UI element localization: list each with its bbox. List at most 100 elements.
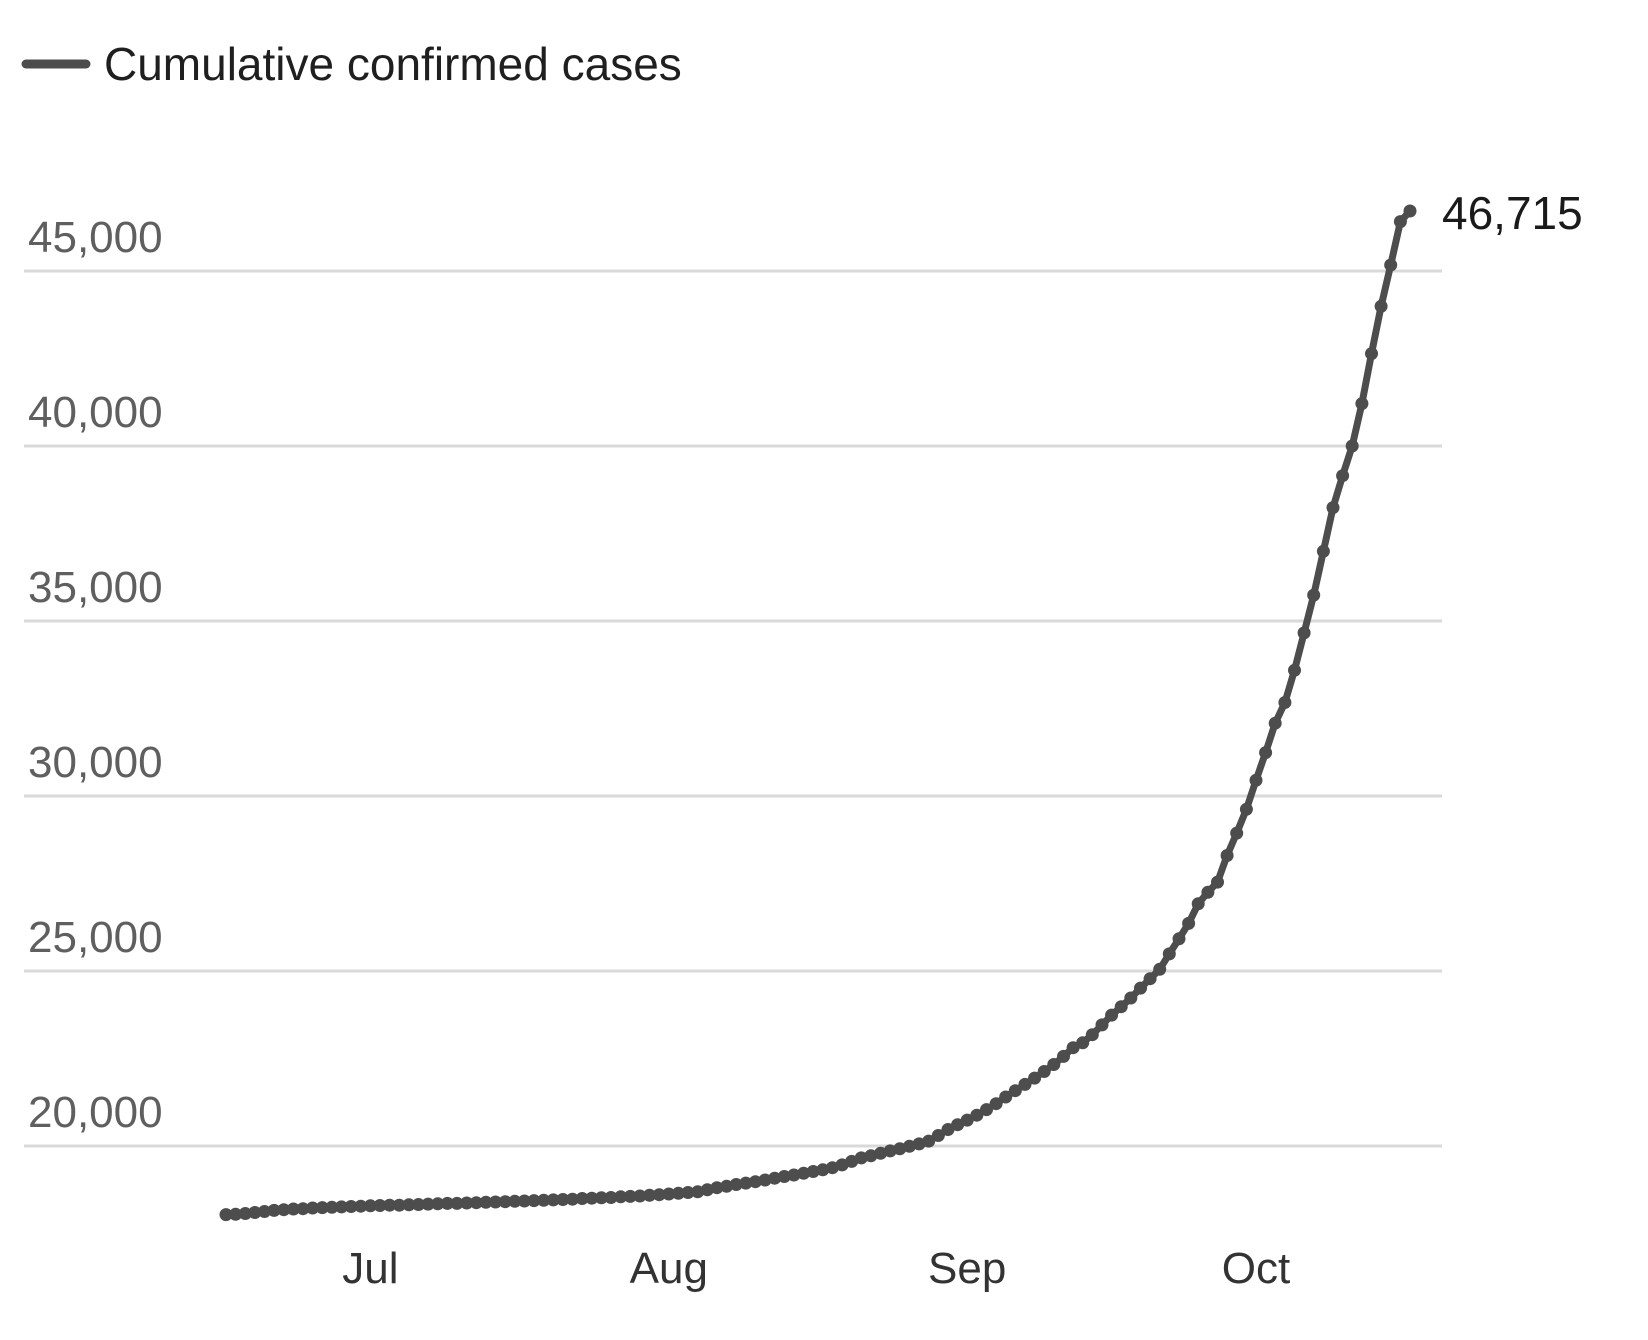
data-point [1259,746,1273,760]
data-point [566,1192,579,1206]
data-point [344,1200,358,1213]
data-point [219,1208,233,1222]
data-point [431,1197,445,1211]
legend: Cumulative confirmed cases [21,38,682,90]
data-point [277,1203,291,1217]
data-point [1316,544,1330,558]
data-point [479,1195,493,1209]
data-point [585,1191,599,1205]
data-point [604,1191,618,1204]
gridlines [24,269,1442,1148]
data-point [758,1173,772,1187]
data-point [662,1187,676,1201]
data-point [1365,347,1378,361]
data-point [797,1166,811,1180]
data-point [421,1197,435,1211]
data-point [729,1178,743,1191]
data-point [787,1168,801,1182]
x-tick-label: Aug [630,1244,708,1293]
data-point [373,1199,387,1212]
data-point [643,1188,656,1202]
data-point [768,1171,782,1185]
y-axis-ticks: 20,000 25,000 30,000 35,000 40,000 45,000 [28,213,163,1137]
y-tick-label: 20,000 [28,1088,163,1137]
y-tick-label: 30,000 [28,738,163,787]
data-point [1393,215,1407,229]
data-point [460,1196,474,1210]
data-point [1076,1036,1090,1050]
data-point [1268,716,1282,730]
data-point [1134,981,1147,995]
data-point [633,1189,647,1203]
data-point [681,1186,695,1199]
data-point [1143,972,1157,986]
data-point [1008,1084,1022,1098]
data-point [1239,802,1253,816]
data-point [1191,897,1205,911]
data-point [1124,991,1138,1005]
data-point [614,1190,628,1204]
data-point [902,1139,916,1153]
data-point [1018,1077,1032,1091]
data-point [1355,397,1369,411]
data-point [1249,773,1263,787]
data-point [1085,1028,1099,1042]
series-line [222,207,1414,1219]
data-point [720,1179,734,1193]
data-point [623,1189,637,1203]
data-point [1201,885,1215,899]
data-point [739,1176,753,1190]
data-point [999,1090,1013,1104]
data-point [931,1129,945,1142]
data-point [1114,1000,1128,1014]
data-point [1326,501,1340,515]
y-tick-label: 25,000 [28,913,163,962]
end-value-label: 46,715 [1442,187,1583,239]
data-point [1336,469,1350,483]
data-point [941,1123,955,1136]
data-point [392,1198,406,1212]
data-point [1182,916,1196,930]
x-axis-ticks: Jul Aug Sep Oct [342,1244,1290,1293]
data-point [1047,1058,1061,1071]
data-point [710,1181,724,1195]
data-point [777,1170,791,1183]
data-point [546,1193,560,1207]
data-point [517,1194,531,1208]
data-point [1057,1049,1070,1063]
data-point [1172,932,1186,946]
data-point [1374,299,1388,313]
data-point [575,1192,589,1205]
data-point [498,1195,512,1209]
data-point [402,1198,416,1212]
data-point [1230,826,1244,840]
data-point [1211,875,1224,889]
data-point [537,1193,551,1207]
data-point [556,1193,570,1206]
data-point [354,1199,368,1213]
data-point [267,1203,281,1217]
data-point [652,1188,666,1202]
data-point [296,1202,310,1216]
data-point [248,1206,262,1219]
data-point [469,1196,483,1210]
data-point [922,1134,936,1148]
data-point [1345,439,1359,453]
data-point [450,1196,464,1210]
data-point [508,1194,522,1208]
data-point [1095,1018,1109,1032]
data-point [1028,1071,1042,1085]
data-point [1220,849,1234,862]
data-point [980,1103,993,1117]
legend-label: Cumulative confirmed cases [104,38,682,90]
data-point [1288,663,1301,677]
data-point [489,1195,502,1209]
data-point [1278,696,1292,709]
data-point [1162,947,1176,961]
data-point [412,1198,425,1211]
data-point [806,1165,820,1178]
x-tick-label: Jul [342,1244,398,1293]
data-point [229,1207,243,1221]
data-point [1403,204,1417,218]
